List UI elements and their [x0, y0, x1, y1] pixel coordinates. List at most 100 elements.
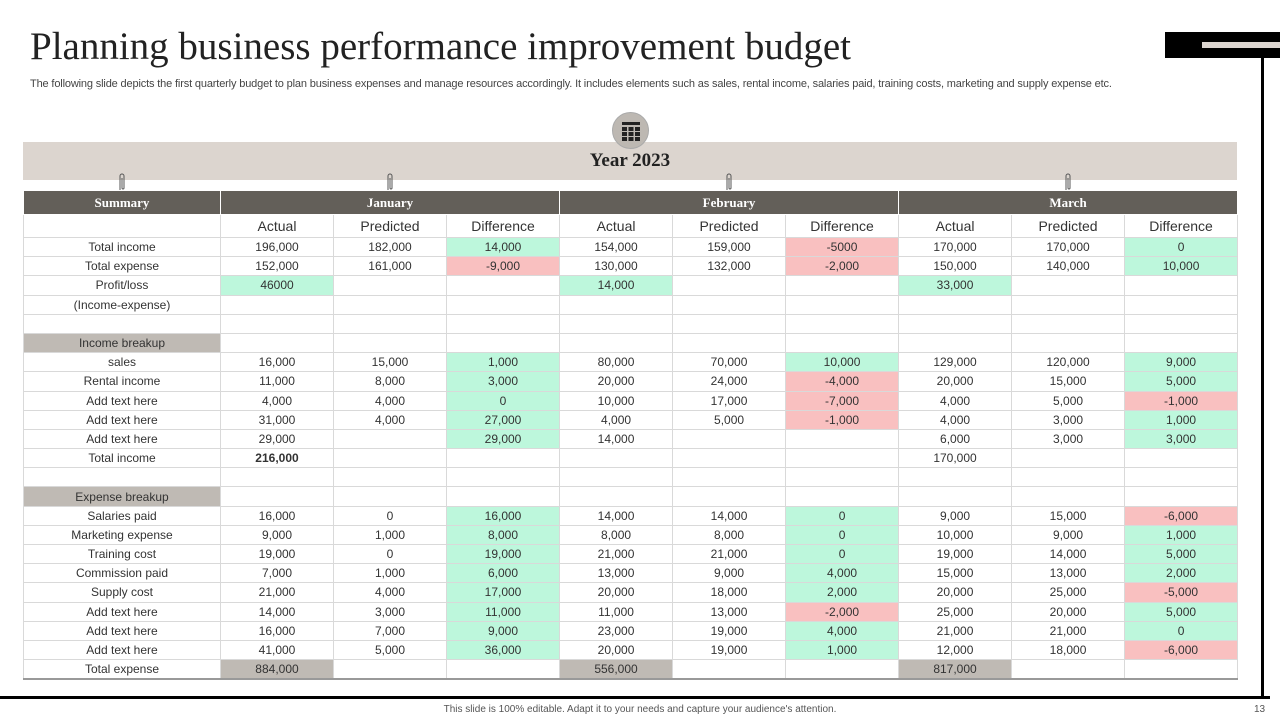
paperclip-icon	[726, 173, 732, 190]
table-cell: 120,000	[1011, 352, 1126, 373]
subcolumn-header-predicted: Predicted	[1011, 214, 1126, 238]
table-cell: 21,000	[1011, 620, 1126, 641]
table-cell: 5,000	[1124, 371, 1239, 392]
table-cell	[333, 332, 447, 354]
table-cell	[672, 313, 787, 334]
table-cell	[1124, 448, 1239, 469]
table-cell: 80,000	[559, 352, 674, 373]
table-cell: 4,000	[898, 409, 1013, 430]
table-cell: 21,000	[898, 620, 1013, 641]
month-header-january: January	[219, 190, 561, 215]
table-cell	[333, 486, 447, 507]
paperclip-icon	[387, 173, 393, 190]
table-cell	[1124, 486, 1239, 507]
table-cell: 140,000	[1011, 256, 1126, 277]
table-row: Total expense 884,000 556,000 817,000	[23, 659, 1239, 680]
table-cell: 0	[333, 543, 447, 565]
table-cell	[445, 486, 561, 507]
table-cell: 1,000	[1124, 409, 1239, 430]
table-cell: 6,000	[898, 428, 1013, 450]
table-cell: 5,000	[1011, 390, 1126, 411]
table-cell: 9,000	[898, 505, 1013, 526]
table-cell: 8,000	[559, 524, 674, 546]
table-cell: 170,000	[898, 236, 1013, 258]
table-cell: 10,000	[785, 352, 900, 373]
budget-table: Summary January February March Actual Pre…	[23, 190, 1239, 680]
subcolumn-header-predicted: Predicted	[333, 214, 447, 238]
table-cell	[220, 467, 334, 488]
page-title: Planning business performance improvemen…	[30, 25, 851, 68]
table-cell: 27,000	[445, 409, 561, 430]
table-cell: 0	[1124, 620, 1239, 641]
table-cell: 10,000	[559, 390, 674, 411]
table-cell: 170,000	[898, 448, 1013, 469]
row-label	[23, 467, 221, 488]
table-cell: 41,000	[220, 639, 334, 661]
table-cell: 0	[785, 505, 900, 526]
table-cell	[1011, 486, 1126, 507]
table-cell: 182,000	[333, 236, 447, 258]
table-cell: 23,000	[559, 620, 674, 641]
table-cell: 21,000	[559, 543, 674, 565]
table-cell: 25,000	[898, 601, 1013, 622]
table-cell	[1124, 467, 1239, 488]
table-cell: 33,000	[898, 275, 1013, 296]
year-label: Year 2023	[589, 150, 671, 171]
table-cell	[445, 275, 561, 296]
row-label: Add text here	[23, 390, 221, 411]
row-label: Add text here	[23, 639, 221, 661]
table-cell: 170,000	[1011, 236, 1126, 258]
table-cell: 14,000	[559, 275, 674, 296]
footer-text: This slide is 100% editable. Adapt it to…	[443, 704, 837, 715]
table-cell	[898, 467, 1013, 488]
table-cell: 15,000	[1011, 371, 1126, 392]
table-cell	[559, 448, 674, 469]
table-cell: 21,000	[220, 582, 334, 603]
table-cell: 20,000	[559, 371, 674, 392]
table-cell	[333, 448, 447, 469]
table-row: sales 16,000 15,000 1,000 80,000 70,000 10,000…	[23, 352, 1239, 373]
table-cell: 12,000	[898, 639, 1013, 661]
table-row: Add text here 16,000 7,000 9,000 23,000 19,00…	[23, 620, 1239, 641]
calendar-icon	[612, 112, 649, 149]
table-cell: 1,000	[333, 563, 447, 584]
table-cell	[559, 332, 674, 354]
subcolumn-header-actual: Actual	[220, 214, 334, 238]
table-cell: 19,000	[898, 543, 1013, 565]
table-cell: -2,000	[785, 256, 900, 277]
table-row: Commission paid 7,000 1,000 6,000 13,000 9,00…	[23, 563, 1239, 584]
table-cell: 9,000	[1011, 524, 1126, 546]
table-cell: 154,000	[559, 236, 674, 258]
table-cell: 17,000	[445, 582, 561, 603]
table-cell: -1,000	[1124, 390, 1239, 411]
row-label: Training cost	[23, 543, 221, 565]
table-cell: 1,000	[785, 639, 900, 661]
table-cell: 4,000	[898, 390, 1013, 411]
table-cell: 4,000	[220, 390, 334, 411]
table-cell	[785, 332, 900, 354]
table-cell	[220, 332, 334, 354]
table-cell	[1124, 332, 1239, 354]
table-cell: 46000	[220, 275, 334, 296]
table-cell: -2,000	[785, 601, 900, 622]
table-cell: 5,000	[672, 409, 787, 430]
table-cell: 817,000	[898, 659, 1013, 680]
table-cell	[220, 313, 334, 334]
table-cell: 29,000	[220, 428, 334, 450]
table-row	[23, 313, 1239, 334]
table-row	[23, 467, 1239, 488]
month-header-march: March	[898, 190, 1239, 215]
table-cell	[785, 294, 900, 315]
table-cell: 20,000	[1011, 601, 1126, 622]
table-cell	[445, 332, 561, 354]
table-cell: 19,000	[445, 543, 561, 565]
table-cell: 20,000	[898, 582, 1013, 603]
table-cell: 196,000	[220, 236, 334, 258]
table-cell: 4,000	[785, 563, 900, 584]
table-cell: 8,000	[333, 371, 447, 392]
subcolumn-header-empty	[23, 214, 221, 238]
row-label: sales	[23, 352, 221, 373]
table-cell: 25,000	[1011, 582, 1126, 603]
table-cell	[559, 486, 674, 507]
table-row: Rental income 11,000 8,000 3,000 20,000 24,00…	[23, 371, 1239, 392]
